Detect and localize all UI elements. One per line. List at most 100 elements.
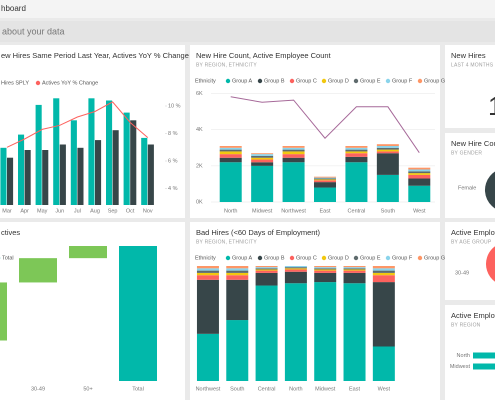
legend-title: Ethnicity (195, 255, 216, 261)
legend-title: Ethnicity (195, 78, 216, 84)
bar-segment (282, 157, 305, 163)
legend-label: Actives YoY % Change (42, 80, 98, 86)
y-tick-label: Midwest (450, 364, 471, 370)
bar-segment (255, 269, 278, 271)
tile-title: New Hires (451, 51, 486, 60)
x-tick-label: Total (132, 386, 144, 392)
bar (18, 134, 25, 205)
bar-segment (282, 147, 305, 150)
y-tick-label: 2K (196, 163, 203, 169)
bar-segment (343, 270, 366, 273)
x-tick-label: East (319, 208, 330, 214)
bar-segment (408, 173, 431, 175)
bar-segment (314, 187, 336, 202)
bar-segment (408, 174, 431, 179)
x-tick-label: 30-49 (31, 386, 45, 392)
bar (473, 352, 495, 359)
bar-segment (196, 268, 219, 271)
bar-segment (226, 272, 249, 276)
bar (130, 120, 137, 205)
bar-segment (219, 147, 242, 150)
bar-segment (219, 157, 242, 163)
bar-segment (343, 268, 366, 270)
legend-marker (417, 78, 423, 84)
bar-segment (372, 268, 395, 271)
bar-segment (314, 267, 337, 269)
x-tick-label: May (37, 208, 48, 214)
waterfall-bar (69, 246, 107, 259)
legend-label: Hires SPLY (1, 80, 29, 86)
bar-segment (376, 174, 399, 202)
bar-segment (408, 167, 431, 170)
bar (147, 144, 154, 205)
bar-segment (251, 154, 274, 156)
bar (59, 144, 66, 205)
bar (70, 120, 77, 205)
bar (473, 363, 495, 370)
bar-segment (196, 270, 219, 273)
tile-title: Bad Hires (<60 Days of Employment) (196, 228, 321, 237)
bar-segment (255, 270, 278, 273)
legend-label: Group A (232, 255, 253, 261)
x-tick-label: North (224, 208, 237, 214)
bar-segment (376, 146, 399, 148)
x-tick-label: Oct (126, 208, 135, 214)
x-tick-label: Nov (143, 208, 153, 214)
bar-segment (372, 272, 395, 276)
x-tick-label: Jul (74, 208, 81, 214)
bar-segment (345, 146, 368, 148)
legend-label: Group D (328, 255, 349, 261)
qa-box[interactable] (0, 21, 495, 42)
tile-title: ew Hires Same Period Last Year, Actives … (1, 51, 189, 60)
bar-segment (196, 266, 219, 269)
slice-label: 30-49 (455, 270, 469, 276)
bar-segment (255, 268, 278, 270)
bar-segment (343, 272, 366, 284)
bar-segment (226, 275, 249, 280)
y2-tick-label: 6 % (168, 158, 178, 164)
bar-segment (314, 268, 337, 270)
x-tick-label: Apr (20, 208, 29, 214)
bar-segment (251, 162, 274, 166)
tile-subtitle: BY REGION, ETHNICITY (196, 62, 257, 68)
x-tick-label: Jun (55, 208, 64, 214)
legend-label: Group E (360, 255, 381, 261)
bar (106, 100, 113, 205)
bar-segment (282, 154, 305, 158)
legend-label: Group G (424, 78, 445, 84)
x-tick-label: Midwest (315, 386, 336, 392)
bar-segment (284, 267, 307, 269)
x-tick-label: 50+ (83, 386, 92, 392)
bar-segment (314, 272, 337, 283)
bar-segment (314, 270, 337, 273)
bar-segment (251, 155, 274, 158)
bar (24, 150, 31, 205)
bar-segment (408, 169, 431, 172)
tile-subtitle: LAST 4 MONTHS OF (451, 62, 495, 68)
tile-title: ctives (1, 228, 20, 237)
qa-placeholder[interactable]: about your data (2, 26, 65, 36)
bar-segment (372, 266, 395, 269)
y-tick-label: 4K (196, 127, 203, 133)
bar-segment (314, 180, 336, 183)
bar-segment (251, 159, 274, 163)
tile-subtitle: BY REGION, ETHNICITY (196, 239, 257, 245)
x-tick-label: West (413, 208, 426, 214)
bar-segment (251, 157, 274, 160)
bar-segment (196, 272, 219, 276)
legend-marker (225, 255, 231, 261)
slice-label: Female (458, 185, 476, 191)
bar-segment (282, 149, 305, 152)
bar-segment (226, 266, 249, 269)
x-tick-label: Mar (2, 208, 12, 214)
legend-label: Group D (328, 78, 349, 84)
bar-segment (408, 171, 431, 174)
x-tick-label: Central (258, 386, 276, 392)
bar-segment (343, 269, 366, 271)
bar-segment (219, 146, 242, 148)
bar-segment (314, 176, 336, 178)
legend-marker (385, 255, 391, 261)
bar-segment (345, 162, 368, 202)
bar-segment (255, 267, 278, 269)
legend-label: Group E (360, 78, 381, 84)
